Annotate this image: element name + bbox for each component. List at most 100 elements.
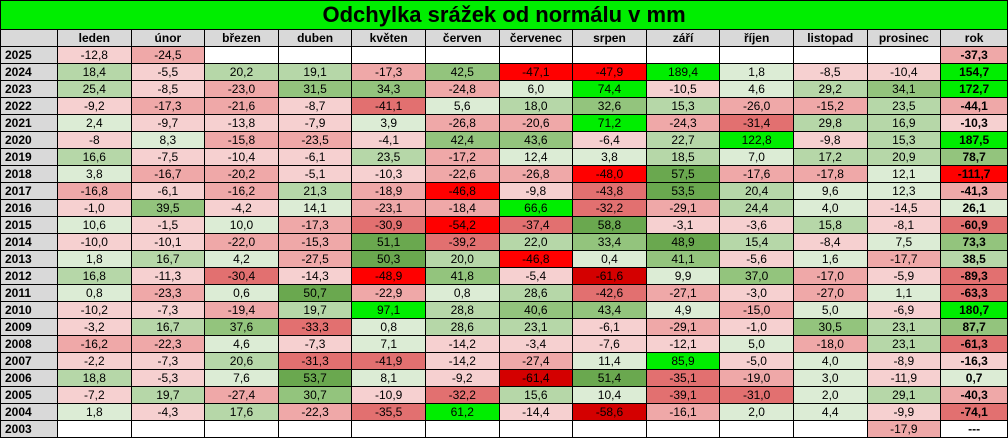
- month-cell: -14,2: [424, 352, 500, 370]
- month-cell: [351, 46, 426, 64]
- month-cell: 23,1: [866, 335, 942, 353]
- month-cell: -5,3: [130, 369, 206, 387]
- month-cell: 15,3: [866, 131, 942, 149]
- month-cell: -29,1: [645, 199, 721, 217]
- month-cell: 53,5: [645, 182, 721, 200]
- table-row: 2021 2,4 -9,7 -13,8 -7,9 3,9 -26,8 -20,6 71,2 -24…: [0, 114, 1008, 132]
- month-cell: 1,8: [57, 403, 132, 421]
- year-cell: 2007: [0, 352, 58, 370]
- month-cell: 53,7: [277, 369, 353, 387]
- month-cell: -14,3: [277, 267, 353, 285]
- month-cell: -8,5: [130, 80, 206, 98]
- month-cell: -22,6: [424, 165, 500, 183]
- month-cell: 24,4: [719, 199, 794, 217]
- month-cell: -17,0: [792, 267, 868, 285]
- year-cell: 2019: [0, 148, 58, 166]
- year-total-cell: -61,3: [940, 335, 1008, 353]
- month-cell: -11,3: [130, 267, 206, 285]
- month-cell: -10,0: [57, 233, 132, 251]
- month-cell: -9,2: [57, 97, 132, 115]
- month-cell: 37,0: [719, 267, 794, 285]
- column-header: březen: [204, 29, 279, 47]
- month-cell: [792, 46, 868, 64]
- month-cell: -6,4: [572, 131, 647, 149]
- table-title: Odchylka srážek od normálu v mm: [0, 0, 1008, 30]
- month-cell: 20,9: [866, 148, 942, 166]
- year-cell: 2024: [0, 63, 58, 81]
- month-cell: -10,9: [351, 386, 426, 404]
- year-total-cell: -60,9: [940, 216, 1008, 234]
- year-cell: 2025: [0, 46, 58, 64]
- month-cell: -35,1: [645, 369, 721, 387]
- month-cell: -1,5: [130, 216, 206, 234]
- month-cell: 71,2: [572, 114, 647, 132]
- month-cell: -5,6: [719, 250, 794, 268]
- month-cell: 18,0: [498, 97, 574, 115]
- month-cell: -19,4: [204, 301, 279, 319]
- month-cell: 74,4: [572, 80, 647, 98]
- month-cell: -11,9: [866, 369, 942, 387]
- month-cell: 19,7: [277, 301, 353, 319]
- month-cell: -24,5: [130, 46, 206, 64]
- year-total-cell: -16,3: [940, 352, 1008, 370]
- month-cell: 4,6: [719, 80, 794, 98]
- month-cell: -46,8: [424, 182, 500, 200]
- month-cell: -8,7: [277, 97, 353, 115]
- year-cell: 2010: [0, 301, 58, 319]
- month-cell: 16,6: [57, 148, 132, 166]
- table-row: 2009 -3,2 16,7 37,6 -33,3 0,8 28,6 23,1 -6,1 -29,…: [0, 318, 1008, 336]
- month-cell: 22,7: [645, 131, 721, 149]
- month-cell: -27,5: [277, 250, 353, 268]
- column-header: červen: [424, 29, 500, 47]
- table-row: 2017 -16,8 -6,1 -16,2 21,3 -18,9 -46,8 -9,8 -43,…: [0, 182, 1008, 200]
- month-cell: -10,2: [57, 301, 132, 319]
- month-cell: -8,1: [866, 216, 942, 234]
- year-cell: 2013: [0, 250, 58, 268]
- column-header: rok: [940, 29, 1008, 47]
- year-total-cell: -89,3: [940, 267, 1008, 285]
- month-cell: [277, 46, 353, 64]
- table-row: 2004 1,8 -4,3 17,6 -22,3 -35,5 61,2 -14,4 -58,6-…: [0, 403, 1008, 421]
- year-total-cell: 78,7: [940, 148, 1008, 166]
- year-total-cell: -44,1: [940, 97, 1008, 115]
- column-header: září: [645, 29, 721, 47]
- month-cell: 4,6: [204, 335, 279, 353]
- month-cell: -8,5: [792, 63, 868, 81]
- month-cell: -21,6: [204, 97, 279, 115]
- month-cell: -46,8: [498, 250, 574, 268]
- table-row: 2005 -7,2 19,7 -27,4 30,7 -10,9 -32,2 15,6 10,4-…: [0, 386, 1008, 404]
- year-total-cell: 38,5: [940, 250, 1008, 268]
- table-row: 2023 25,4 -8,5 -23,0 31,5 34,3 -24,8 6,0 74,4 -10…: [0, 80, 1008, 98]
- month-cell: -18,4: [424, 199, 500, 217]
- month-cell: -7,5: [130, 148, 206, 166]
- month-cell: -29,1: [645, 318, 721, 336]
- month-cell: -22,0: [204, 233, 279, 251]
- month-cell: 2,0: [719, 403, 794, 421]
- table-row: 2015 10,6 -1,5 10,0 -17,3 -30,9 -54,2 -37,4 58,8…: [0, 216, 1008, 234]
- month-cell: 19,7: [130, 386, 206, 404]
- month-cell: -3,2: [57, 318, 132, 336]
- year-cell: 2016: [0, 199, 58, 217]
- month-cell: 10,4: [572, 386, 647, 404]
- month-cell: 39,5: [130, 199, 206, 217]
- month-cell: -47,1: [498, 63, 574, 81]
- year-total-cell: 154,7: [940, 63, 1008, 81]
- column-header: leden: [57, 29, 132, 47]
- month-cell: [277, 420, 353, 438]
- month-cell: -23,1: [351, 199, 426, 217]
- month-cell: -16,7: [130, 165, 206, 183]
- year-total-cell: ---: [940, 420, 1008, 438]
- month-cell: 15,6: [498, 386, 574, 404]
- month-cell: -26,8: [498, 165, 574, 183]
- month-cell: 1,8: [719, 63, 794, 81]
- month-cell: -31,0: [719, 386, 794, 404]
- year-cell: 2014: [0, 233, 58, 251]
- year-cell: 2015: [0, 216, 58, 234]
- table-row: 2024 18,4 -5,5 20,2 19,1 -17,3 42,5 -47,1 -47,9 1…: [0, 63, 1008, 81]
- month-cell: 7,1: [351, 335, 426, 353]
- month-cell: 66,6: [498, 199, 574, 217]
- month-cell: 1,1: [866, 284, 942, 302]
- month-cell: 8,3: [130, 131, 206, 149]
- month-cell: -14,2: [424, 335, 500, 353]
- month-cell: -14,5: [866, 199, 942, 217]
